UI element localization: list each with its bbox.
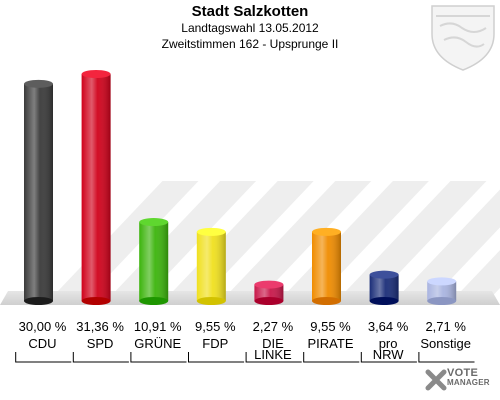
bar-spd bbox=[81, 70, 111, 305]
category-label-line: PIRATE bbox=[308, 336, 354, 351]
bar-shine bbox=[196, 231, 226, 301]
bar-base bbox=[24, 297, 53, 305]
chart-background bbox=[0, 181, 500, 317]
brand-line-1: VOTE bbox=[447, 367, 479, 379]
bar-fdp bbox=[196, 227, 226, 305]
category-label: pro NRW bbox=[373, 336, 405, 362]
coat-of-arms-icon bbox=[431, 5, 495, 71]
bar-cap bbox=[427, 277, 457, 286]
category-bracket bbox=[130, 352, 187, 363]
bar-grüne bbox=[139, 218, 169, 305]
category-label-line: NRW bbox=[373, 347, 405, 362]
bar-shine bbox=[312, 231, 341, 301]
category-bracket bbox=[303, 352, 360, 363]
bar-base bbox=[81, 297, 111, 305]
value-label: 9,55 % bbox=[310, 319, 351, 334]
bar-cap bbox=[139, 218, 169, 227]
value-label: 31,36 % bbox=[76, 319, 124, 334]
vote-manager-logo: VOTE MANAGER bbox=[447, 368, 500, 388]
bar-pro-nrw bbox=[369, 270, 399, 305]
bar-die-linke bbox=[254, 280, 284, 305]
background-stripe bbox=[336, 181, 487, 301]
bar-cap bbox=[312, 227, 341, 236]
category-bracket bbox=[72, 352, 129, 363]
category-label: FDP bbox=[202, 336, 228, 351]
bar-cap bbox=[81, 70, 111, 78]
category-label: CDU bbox=[28, 336, 56, 351]
chart-subtitle-2: Zweitstimmen 162 - Upsprunge II bbox=[161, 37, 339, 51]
background-stripe bbox=[451, 250, 500, 301]
category-label-line: pro bbox=[379, 336, 398, 351]
bar-base bbox=[369, 297, 399, 305]
vote-manager-logo-icon bbox=[425, 369, 447, 391]
category-label-line: CDU bbox=[28, 336, 56, 351]
value-label: 3,64 % bbox=[368, 319, 409, 334]
bar-shine bbox=[427, 281, 457, 301]
category-label: GRÜNE bbox=[134, 336, 181, 351]
chart-subtitle: Landtagswahl 13.05.2012 bbox=[181, 21, 319, 35]
floor-shadow bbox=[0, 305, 500, 317]
bar-sonstige bbox=[427, 277, 457, 305]
category-label-line: GRÜNE bbox=[134, 336, 181, 351]
category-label-line: DIE bbox=[262, 336, 284, 351]
bar-base bbox=[427, 297, 457, 305]
category-label: PIRATE bbox=[308, 336, 354, 351]
bar-cap bbox=[196, 227, 226, 236]
bar-shine bbox=[369, 274, 399, 301]
bar-cap bbox=[24, 79, 53, 88]
background-stripe bbox=[221, 181, 372, 301]
category-bracket bbox=[188, 352, 245, 363]
category-label: DIE LINKE bbox=[254, 336, 292, 362]
chart-floor bbox=[0, 291, 500, 305]
bar-cap bbox=[369, 270, 399, 279]
category-bracket bbox=[418, 352, 475, 363]
category-bracket bbox=[15, 352, 72, 363]
bar-cap bbox=[254, 280, 284, 289]
bars bbox=[24, 70, 457, 305]
category-label-line: Sonstige bbox=[420, 336, 471, 351]
category-label-line: LINKE bbox=[254, 347, 292, 362]
value-label: 9,55 % bbox=[195, 319, 236, 334]
category-label: SPD bbox=[87, 336, 114, 351]
value-label: 30,00 % bbox=[19, 319, 67, 334]
category-bracket bbox=[360, 352, 417, 363]
category-label-line: FDP bbox=[202, 336, 228, 351]
bar-base bbox=[139, 297, 169, 305]
bar-base bbox=[196, 297, 226, 305]
value-label: 10,91 % bbox=[134, 319, 182, 334]
bar-base bbox=[254, 297, 284, 305]
brand-line-2: MANAGER bbox=[447, 378, 490, 387]
bar-base bbox=[312, 297, 341, 305]
category-label: Sonstige bbox=[420, 336, 471, 351]
category-label-line: SPD bbox=[87, 336, 114, 351]
bar-shine bbox=[24, 83, 53, 301]
bar-shine bbox=[81, 74, 111, 301]
value-label: 2,71 % bbox=[425, 319, 466, 334]
value-label: 2,27 % bbox=[253, 319, 294, 334]
labels: 30,00 % CDU 31,36 % SPD 10,91 % GRÜNE 9,55 % FD… bbox=[15, 319, 475, 363]
bar-cdu bbox=[24, 79, 53, 305]
bar-pirate bbox=[312, 227, 341, 305]
bar-shine bbox=[254, 284, 284, 301]
category-bracket bbox=[245, 352, 302, 363]
bar-shine bbox=[139, 222, 169, 301]
background-stripe bbox=[394, 189, 500, 301]
chart-title: Stadt Salzkotten bbox=[191, 3, 309, 20]
